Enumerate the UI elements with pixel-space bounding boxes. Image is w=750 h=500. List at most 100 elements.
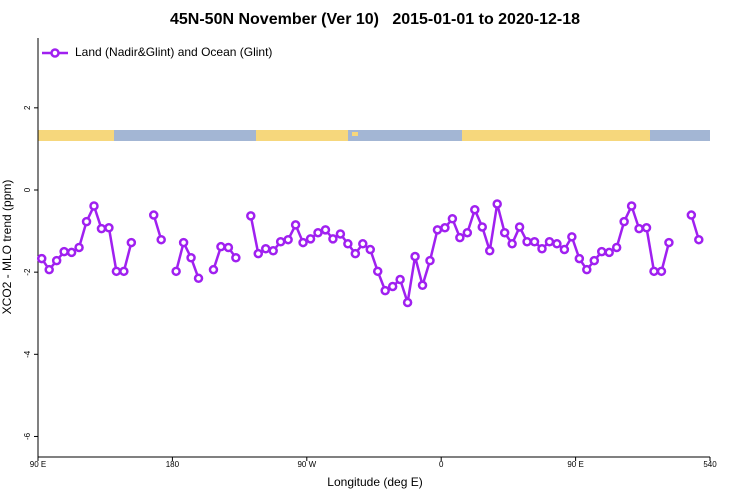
x-tick-label: 180 xyxy=(166,460,180,469)
data-point xyxy=(417,280,428,291)
x-tick-label: 90 E xyxy=(567,460,583,469)
data-point xyxy=(111,266,122,277)
data-point xyxy=(589,255,600,266)
data-point xyxy=(529,236,540,247)
data-point xyxy=(395,274,405,285)
data-point xyxy=(477,222,488,232)
y-tick-label: -2 xyxy=(23,268,32,276)
data-point xyxy=(290,220,301,230)
data-point xyxy=(305,234,316,244)
x-tick-label: 90 E xyxy=(30,460,46,469)
data-point xyxy=(119,266,129,277)
x-tick-label: 540 xyxy=(703,460,717,469)
data-point xyxy=(552,239,562,249)
data-point xyxy=(641,223,652,233)
data-point xyxy=(96,223,107,234)
y-axis-label: XCO2 - MLO trend (ppm) xyxy=(0,180,14,315)
land-ocean-strip xyxy=(38,130,710,141)
data-point xyxy=(455,232,465,243)
data-point xyxy=(440,223,450,233)
data-point xyxy=(484,246,495,256)
data-point xyxy=(522,236,532,247)
data-point xyxy=(89,201,99,211)
data-point xyxy=(567,232,577,242)
data-point xyxy=(447,213,458,224)
data-point xyxy=(387,281,398,292)
data-point xyxy=(350,248,361,259)
data-point xyxy=(44,264,54,275)
data-point xyxy=(208,264,219,275)
data-point xyxy=(582,264,592,275)
data-point xyxy=(514,222,525,232)
data-point xyxy=(335,229,346,239)
data-point xyxy=(432,225,443,235)
data-point xyxy=(537,243,547,254)
data-point xyxy=(574,253,585,264)
x-tick-label: 0 xyxy=(439,460,444,469)
data-point xyxy=(611,242,622,253)
data-point xyxy=(410,251,420,262)
data-point xyxy=(544,236,555,247)
data-point xyxy=(559,244,570,255)
data-point xyxy=(193,273,204,284)
data-point xyxy=(51,255,62,266)
data-point xyxy=(694,234,704,245)
data-point xyxy=(358,239,368,249)
data-point xyxy=(343,239,353,249)
data-point xyxy=(626,201,637,211)
data-point xyxy=(328,234,338,244)
data-point xyxy=(320,225,331,235)
data-point xyxy=(171,266,181,277)
data-point xyxy=(470,204,480,215)
chart-title: 45N-50N November (Ver 10) 2015-01-01 to … xyxy=(170,11,580,28)
data-point xyxy=(664,237,674,248)
y-tick-label: 0 xyxy=(23,187,32,192)
legend-marker xyxy=(50,48,60,58)
data-point xyxy=(104,223,114,233)
data-point xyxy=(178,237,189,248)
data-point xyxy=(507,239,517,249)
data-point xyxy=(402,297,413,308)
data-point xyxy=(231,253,241,263)
data-point xyxy=(462,227,473,238)
data-point xyxy=(126,237,137,248)
data-point xyxy=(372,266,383,277)
data-point xyxy=(619,216,629,227)
data-point xyxy=(36,253,47,264)
data-point xyxy=(425,255,435,266)
data-point xyxy=(74,242,84,253)
data-point xyxy=(634,223,644,234)
data-point xyxy=(656,266,667,277)
data-point xyxy=(275,236,286,247)
data-point xyxy=(268,246,278,256)
data-point xyxy=(156,234,166,245)
data-point xyxy=(492,199,502,209)
data-point xyxy=(148,210,159,220)
x-axis-label: Longitude (deg E) xyxy=(327,475,422,489)
data-point xyxy=(649,266,659,277)
data-point xyxy=(66,247,77,258)
data-point xyxy=(313,227,323,238)
data-point xyxy=(283,234,293,245)
data-point xyxy=(365,244,376,255)
data-point xyxy=(260,243,271,254)
data-point xyxy=(246,211,256,221)
y-tick-label: 2 xyxy=(23,105,32,110)
data-point xyxy=(686,210,697,220)
data-point xyxy=(59,246,69,257)
data-point xyxy=(499,227,510,238)
data-point xyxy=(81,216,92,227)
data-point xyxy=(253,248,264,259)
data-point xyxy=(186,253,196,263)
x-tick-label: 90 W xyxy=(297,460,316,469)
y-tick-label: -6 xyxy=(23,432,32,440)
data-point xyxy=(298,237,308,248)
y-tick-label: -4 xyxy=(23,350,32,358)
legend-label: Land (Nadir&Glint) and Ocean (Glint) xyxy=(75,45,272,59)
data-point xyxy=(604,247,614,258)
data-point xyxy=(380,285,390,296)
data-point xyxy=(223,242,234,253)
data-point xyxy=(216,241,226,252)
data-point xyxy=(596,246,607,257)
